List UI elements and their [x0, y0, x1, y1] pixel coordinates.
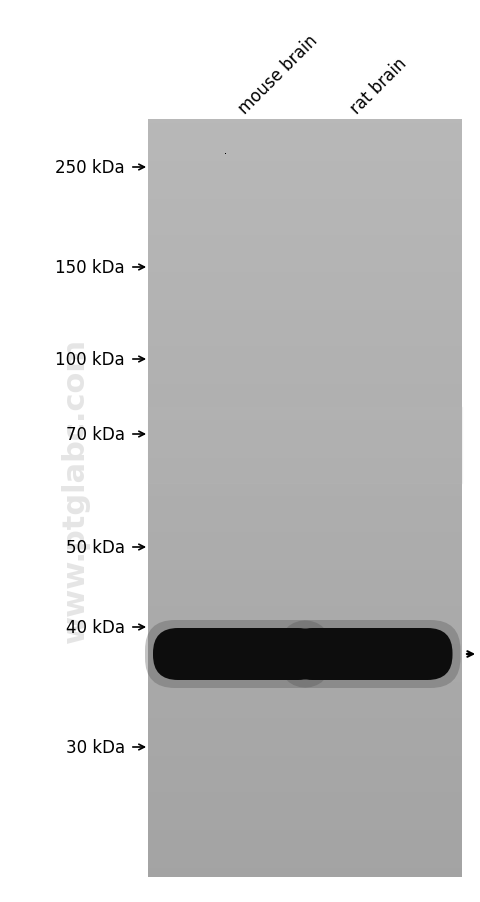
Text: 50 kDa: 50 kDa: [66, 538, 125, 557]
FancyBboxPatch shape: [153, 629, 323, 680]
Text: 40 kDa: 40 kDa: [66, 618, 125, 636]
Text: 70 kDa: 70 kDa: [66, 426, 125, 444]
Text: www.ptglabc.com: www.ptglabc.com: [60, 337, 89, 642]
FancyBboxPatch shape: [145, 621, 331, 688]
Text: 250 kDa: 250 kDa: [55, 159, 125, 177]
FancyBboxPatch shape: [288, 629, 453, 680]
Text: mouse brain: mouse brain: [235, 32, 322, 118]
Text: rat brain: rat brain: [347, 55, 410, 118]
Text: 150 kDa: 150 kDa: [55, 259, 125, 277]
FancyBboxPatch shape: [279, 621, 460, 688]
Text: 100 kDa: 100 kDa: [55, 351, 125, 369]
Text: 30 kDa: 30 kDa: [66, 738, 125, 756]
